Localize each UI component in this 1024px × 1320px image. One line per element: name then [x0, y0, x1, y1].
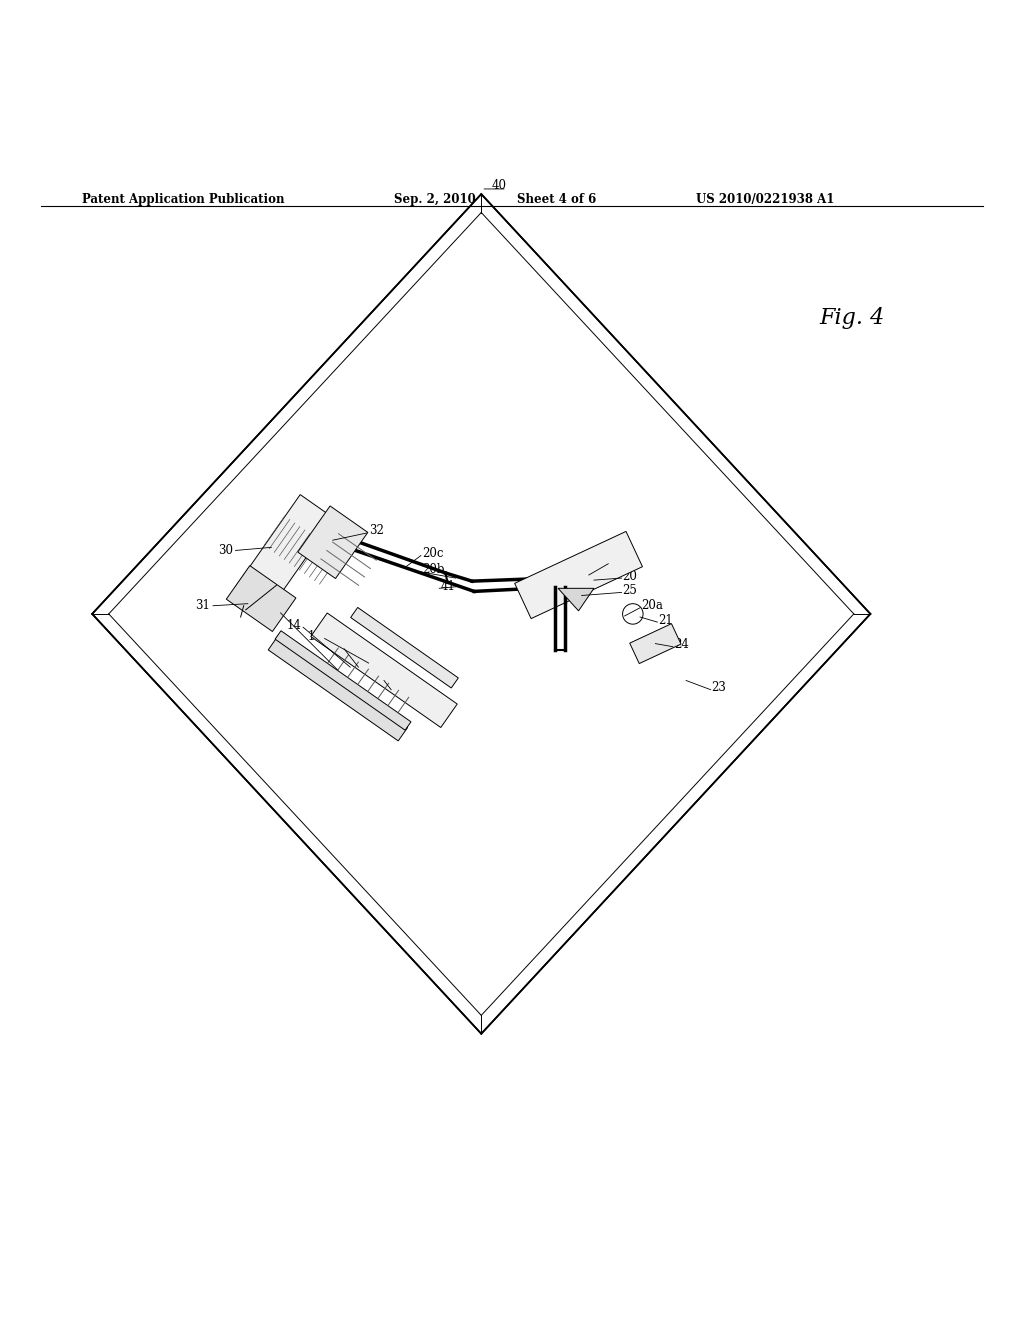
Text: 30: 30: [218, 544, 233, 557]
Text: 21: 21: [658, 614, 673, 627]
Polygon shape: [298, 506, 368, 578]
Text: 20b: 20b: [422, 564, 444, 577]
Polygon shape: [515, 532, 642, 619]
Text: 20: 20: [623, 569, 638, 582]
Text: Sheet 4 of 6: Sheet 4 of 6: [517, 193, 596, 206]
Text: Fig. 4: Fig. 4: [819, 306, 885, 329]
Polygon shape: [310, 612, 458, 727]
Text: 14: 14: [286, 619, 301, 632]
Text: Sep. 2, 2010: Sep. 2, 2010: [394, 193, 476, 206]
Text: 24: 24: [674, 638, 689, 651]
Text: 13: 13: [392, 681, 408, 694]
Text: 23: 23: [712, 681, 727, 694]
Text: 31: 31: [195, 599, 210, 612]
Polygon shape: [236, 495, 334, 610]
Text: 20c: 20c: [422, 546, 443, 560]
Text: Patent Application Publication: Patent Application Publication: [82, 193, 285, 206]
Circle shape: [623, 603, 643, 624]
Polygon shape: [226, 566, 296, 631]
Text: 15: 15: [327, 640, 342, 653]
Polygon shape: [275, 631, 411, 730]
Text: US 2010/0221938 A1: US 2010/0221938 A1: [696, 193, 835, 206]
Text: 41: 41: [440, 579, 456, 593]
Text: 20a: 20a: [641, 599, 663, 612]
Text: 32: 32: [369, 524, 384, 537]
Text: 25: 25: [623, 583, 638, 597]
Text: 11: 11: [264, 605, 279, 618]
Text: 40: 40: [492, 180, 507, 193]
Polygon shape: [350, 607, 459, 688]
Text: 40: 40: [609, 556, 625, 568]
Polygon shape: [558, 589, 594, 611]
Text: 10: 10: [307, 630, 323, 643]
Polygon shape: [630, 623, 681, 664]
Polygon shape: [268, 636, 408, 741]
